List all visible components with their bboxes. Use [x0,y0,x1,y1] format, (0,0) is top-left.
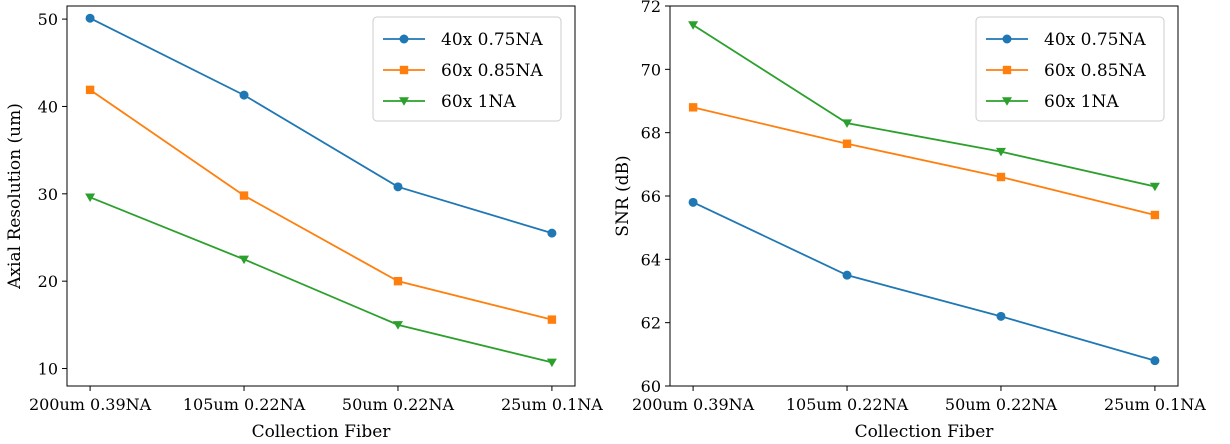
y-tick-label: 60 [641,377,661,396]
x-tick-label: 25um 0.1NA [1104,395,1206,414]
legend-marker [1002,34,1012,44]
y-tick-label: 30 [38,185,58,204]
legend-box [975,16,1165,122]
legend-marker [399,97,409,106]
data-point [1150,356,1160,366]
data-point [688,103,698,112]
data-point [546,358,557,368]
x-tick-label: 200um 0.39NA [29,395,152,414]
data-point [842,119,853,128]
data-point [393,276,403,286]
chart-panel-2: 200um 0.39NA 105um 0.22NA 50um 0.22NA 25um … [613,0,1206,442]
series-line [89,89,553,321]
x-tick-label: 105um 0.22NA [183,395,306,414]
x-axis-label: Collection Fiber [855,422,995,442]
data-point [842,270,852,280]
y-axis-label: SNR (dB) [613,155,633,236]
data-point [239,255,250,265]
series-line [692,201,1156,362]
y-tick-label: 62 [641,314,661,333]
x-tick-label: 50um 0.22NA [342,395,455,414]
data-point [85,85,95,95]
data-point [996,172,1006,182]
legend-label: 60x 1NA [1044,92,1119,112]
data-point [842,139,852,148]
y-tick-label: 66 [641,187,661,206]
x-tick-label: 50um 0.22NA [945,395,1058,414]
legend-label: 60x 0.85NA [1044,61,1146,81]
series-2 [688,103,1160,220]
series-3 [688,21,1160,192]
data-point [393,182,403,192]
y-tick-label: 70 [641,60,661,79]
y-tick-label: 20 [38,272,58,291]
series-line [692,24,1156,188]
x-tick-label: 105um 0.22NA [786,395,909,414]
legend: 40x 0.75NA 60x 0.85NA 60x 1NA [975,16,1165,122]
chart-panel-1: 200um 0.39NA 105um 0.22NA 50um 0.22NA 25um … [5,5,603,442]
legend-marker [399,65,409,75]
y-axis-label: Axial Resolution (um) [5,103,25,290]
x-tick-label: 25um 0.1NA [501,395,603,414]
series-line [89,196,553,364]
data-point [547,228,557,238]
data-point [239,191,249,200]
series-2 [85,85,557,324]
plot-frame [66,5,576,387]
data-point [547,315,557,324]
series-line [692,106,1156,216]
y-tick-label: 40 [38,97,58,116]
legend-label: 40x 0.75NA [441,30,543,50]
legend-box [372,16,562,122]
x-tick-label: 200um 0.39NA [632,395,755,414]
series-3 [85,193,557,368]
legend-marker [1002,97,1012,106]
series-1 [688,197,1160,366]
data-point [688,197,698,207]
x-axis-label: Collection Fiber [252,422,392,442]
data-point [1149,182,1160,192]
legend-label: 60x 0.85NA [441,61,543,81]
legend-label: 60x 1NA [441,92,516,112]
data-point [688,21,699,30]
data-point [239,90,249,100]
data-point [392,321,403,330]
legend: 40x 0.75NA 60x 0.85NA 60x 1NA [372,16,562,122]
y-tick-label: 72 [641,0,661,16]
y-tick-label: 68 [641,124,661,143]
y-tick-label: 10 [38,360,58,379]
data-point [996,311,1006,321]
legend-marker [399,34,409,44]
data-point [85,193,96,203]
series-1 [85,13,557,238]
series-line [89,17,553,234]
data-point [1150,210,1160,220]
y-tick-label: 50 [38,10,58,29]
data-point [85,13,95,23]
y-tick-label: 64 [641,250,661,269]
data-point [995,147,1006,157]
legend-marker [1002,65,1012,75]
legend-label: 40x 0.75NA [1044,30,1146,50]
